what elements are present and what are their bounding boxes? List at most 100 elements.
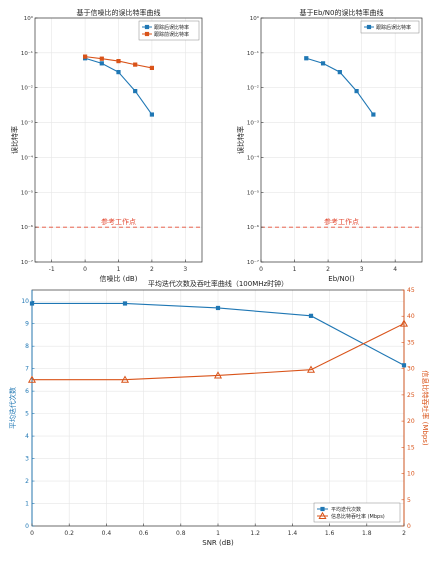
data-point xyxy=(29,301,35,306)
data-point xyxy=(116,70,121,75)
data-point xyxy=(149,112,155,117)
legend-entry: 平均迭代次数 xyxy=(331,506,361,513)
x-tick-label: 0.4 xyxy=(102,530,112,537)
y-left-tick-label: 7 xyxy=(25,366,29,373)
x-tick-label: 1.2 xyxy=(250,530,260,537)
data-point xyxy=(337,70,342,75)
data-point xyxy=(83,54,88,59)
data-point xyxy=(122,301,128,306)
y-right-tick-label: 45 xyxy=(407,287,415,294)
legend-entry: 跟踪后误比特率 xyxy=(154,24,189,31)
legend-box xyxy=(313,502,401,523)
data-point xyxy=(306,365,316,373)
data-point xyxy=(149,65,155,71)
legend-marker xyxy=(144,24,150,30)
data-point xyxy=(304,56,309,61)
y-tick-label: 10⁻² xyxy=(21,85,33,92)
y-tick-label: 10⁻⁶ xyxy=(247,224,260,231)
y-left-tick-label: 5 xyxy=(25,411,29,418)
y-left-tick-label: 3 xyxy=(25,456,29,463)
legend-entry: 跟踪后误比特率 xyxy=(376,24,411,31)
y-right-tick-label: 25 xyxy=(407,392,415,399)
axes-frame xyxy=(260,17,423,263)
data-point xyxy=(99,56,104,61)
data-point xyxy=(213,371,223,379)
legend-marker xyxy=(320,506,325,512)
y-tick-label: 10⁻³ xyxy=(247,120,259,127)
y-left-axis-label: 平均迭代次数 xyxy=(8,387,17,429)
y-left-tick-label: 4 xyxy=(25,433,29,440)
y-tick-label: 10⁰ xyxy=(24,15,34,22)
y-tick-label: 10⁻⁵ xyxy=(21,189,33,196)
y-right-tick-label: 35 xyxy=(407,339,415,346)
data-point xyxy=(320,61,326,66)
legend-marker xyxy=(144,31,150,37)
x-tick-label: 2 xyxy=(150,266,154,273)
x-tick-label: 1 xyxy=(117,266,121,273)
x-tick-label: 2 xyxy=(326,266,330,273)
data-point xyxy=(308,313,314,318)
y-left-tick-label: 6 xyxy=(25,388,29,395)
x-tick-label: 1.6 xyxy=(325,530,335,537)
y-left-tick-label: 0 xyxy=(25,523,29,530)
x-tick-label: 1 xyxy=(216,530,220,537)
data-point xyxy=(27,375,37,383)
y-left-tick-label: 2 xyxy=(25,478,29,485)
data-point xyxy=(399,319,409,327)
data-point xyxy=(371,112,376,117)
data-point xyxy=(215,305,221,311)
x-tick-label: 0 xyxy=(259,266,263,273)
data-point xyxy=(133,62,138,67)
data-point xyxy=(99,61,104,66)
chart-1: 参考工作点 -1 0 1 2 3 10⁰ 10⁻¹ 10⁻² 10⁻³ 10⁻⁴ 10⁻⁵ 10⁻⁶ 10… xyxy=(10,8,203,283)
x-axis-label: SNR (dB) xyxy=(202,539,234,547)
x-tick-label: 0.6 xyxy=(139,530,149,537)
data-point xyxy=(401,363,407,368)
y-tick-label: 10⁻⁷ xyxy=(247,259,259,266)
y-tick-label: 10⁻⁷ xyxy=(21,259,33,266)
x-tick-label: 3 xyxy=(183,266,187,273)
reference-label: 参考工作点 xyxy=(324,217,359,226)
y-right-tick-label: 0 xyxy=(407,523,411,530)
y-right-tick-label: 5 xyxy=(407,497,411,504)
y-tick-label: 10⁻⁴ xyxy=(247,154,260,161)
x-tick-label: -1 xyxy=(49,266,55,273)
x-tick-label: 4 xyxy=(393,266,397,273)
series-line-2 xyxy=(32,323,405,381)
legend-box xyxy=(138,20,200,41)
y-tick-label: 10⁻⁴ xyxy=(21,154,34,161)
chart-2: 参考工作点 0 1 2 3 4 10⁰ 10⁻¹ 10⁻² 10⁻³ 10⁻⁴ 10⁻⁵ 10⁻⁶ 10⁻… xyxy=(236,8,423,283)
y-tick-label: 10⁻¹ xyxy=(247,50,259,57)
chart-title: 基于Eb/N0的误比特率曲线 xyxy=(300,8,384,17)
x-axis-label: 信噪比 (dB) xyxy=(100,274,138,283)
x-axis-label: Eb/N0() xyxy=(328,275,355,283)
legend-box xyxy=(360,20,420,34)
x-tick-label: 0.2 xyxy=(64,530,74,537)
y-right-axis-label: 信息比特吞吐率 (Mbps) xyxy=(421,370,430,446)
legend-entry: 信息比特吞吐率 (Mbps) xyxy=(331,513,385,520)
y-right-tick-label: 30 xyxy=(407,366,415,373)
x-tick-label: 2 xyxy=(402,530,406,537)
y-left-tick-label: 10 xyxy=(21,298,29,305)
y-tick-label: 10⁻² xyxy=(247,85,259,92)
y-right-tick-label: 20 xyxy=(407,418,415,425)
y-tick-label: 10⁰ xyxy=(250,15,260,22)
x-tick-label: 0 xyxy=(30,530,34,537)
x-tick-label: 3 xyxy=(360,266,364,273)
data-point xyxy=(116,59,121,64)
y-left-tick-label: 8 xyxy=(25,343,29,350)
y-tick-label: 10⁻¹ xyxy=(21,50,33,57)
data-point xyxy=(133,88,138,94)
data-point xyxy=(120,375,130,383)
y-left-tick-label: 1 xyxy=(25,501,29,508)
y-right-tick-label: 40 xyxy=(407,313,415,320)
legend-entry: 跟踪前误比特率 xyxy=(154,31,189,38)
reference-label: 参考工作点 xyxy=(101,217,136,226)
x-tick-label: 1.4 xyxy=(288,530,298,537)
y-tick-label: 10⁻⁵ xyxy=(247,189,259,196)
y-right-tick-label: 10 xyxy=(407,471,415,478)
y-right-tick-label: 15 xyxy=(407,444,415,451)
y-tick-label: 10⁻⁶ xyxy=(21,224,34,231)
y-left-tick-label: 9 xyxy=(25,321,29,328)
